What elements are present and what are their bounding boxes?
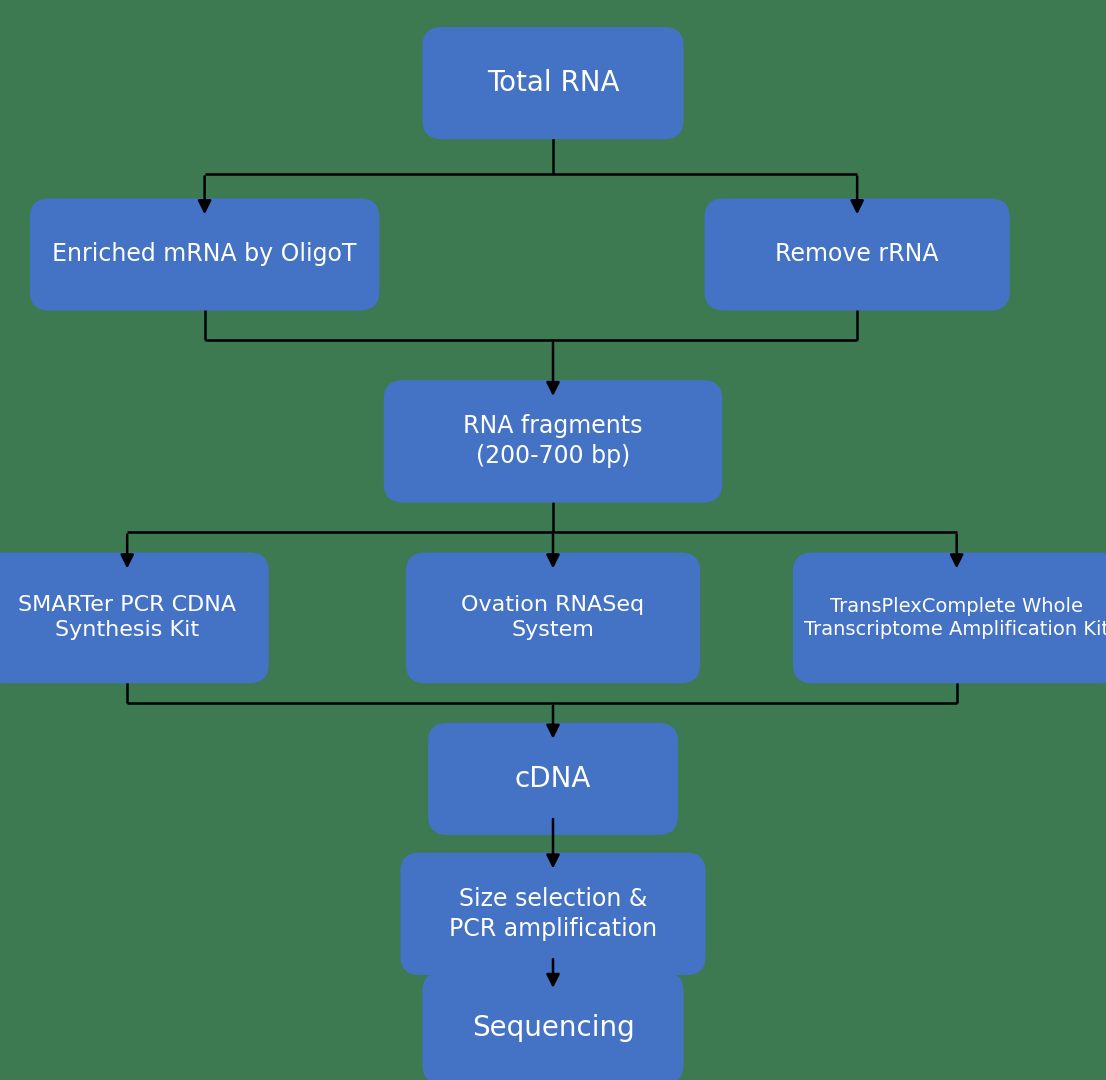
Text: TransPlexComplete Whole
Transcriptome Amplification Kit: TransPlexComplete Whole Transcriptome Am… [804,596,1106,639]
FancyBboxPatch shape [422,27,684,139]
Text: SMARTer PCR CDNA
Synthesis Kit: SMARTer PCR CDNA Synthesis Kit [18,595,237,640]
FancyBboxPatch shape [384,380,722,502]
FancyBboxPatch shape [705,199,1010,311]
Text: Sequencing: Sequencing [471,1014,635,1042]
FancyBboxPatch shape [422,972,684,1080]
FancyBboxPatch shape [400,852,706,975]
Text: Total RNA: Total RNA [487,69,619,97]
Text: Enriched mRNA by OligoT: Enriched mRNA by OligoT [52,242,357,267]
Text: Ovation RNASeq
System: Ovation RNASeq System [461,595,645,640]
FancyBboxPatch shape [30,199,379,311]
Text: RNA fragments
(200-700 bp): RNA fragments (200-700 bp) [463,415,643,469]
Text: Remove rRNA: Remove rRNA [775,242,939,267]
Text: cDNA: cDNA [514,765,592,793]
FancyBboxPatch shape [428,723,678,835]
Text: Size selection &
PCR amplification: Size selection & PCR amplification [449,887,657,941]
FancyBboxPatch shape [406,553,700,684]
FancyBboxPatch shape [0,553,269,684]
FancyBboxPatch shape [793,553,1106,684]
